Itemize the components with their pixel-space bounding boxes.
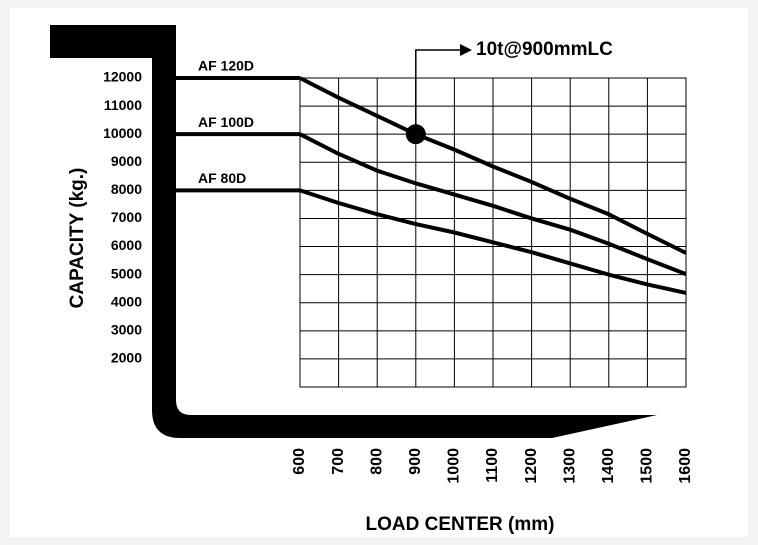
x-tick-label: 1000	[446, 448, 463, 484]
y-tick-label: 4000	[111, 293, 142, 309]
y-tick-label: 10000	[103, 125, 142, 141]
chart: CAPACITY (kg.) LOAD CENTER (mm) 2000 3000…	[0, 0, 758, 545]
x-tick-label: 1400	[600, 448, 617, 484]
y-tick-label: 3000	[111, 322, 142, 338]
annotation-text: 10t@900mmLC	[476, 39, 613, 60]
y-axis-title: CAPACITY (kg.)	[67, 168, 88, 309]
y-tick-label: 7000	[111, 209, 142, 225]
series-label: AF 120D	[198, 58, 254, 74]
x-tick-label: 800	[368, 448, 385, 475]
x-tick-label: 1300	[561, 448, 578, 484]
y-tick-label: 11000	[104, 97, 142, 113]
y-tick-label: 12000	[103, 69, 142, 85]
x-tick-label: 1600	[677, 448, 694, 484]
series-label: AF 100D	[198, 114, 254, 130]
x-tick-label: 1200	[523, 448, 540, 484]
y-tick-label: 9000	[111, 153, 142, 169]
y-tick-label: 5000	[111, 265, 142, 281]
x-tick-label: 1100	[484, 448, 501, 483]
x-tick-label: 700	[330, 448, 347, 475]
x-tick-label: 900	[407, 448, 424, 475]
series-label: AF 80D	[198, 170, 246, 186]
x-tick-label: 1500	[639, 448, 656, 484]
y-tick-label: 8000	[111, 181, 142, 197]
y-tick-label: 2000	[111, 350, 142, 366]
x-axis-title: LOAD CENTER (mm)	[366, 514, 555, 535]
x-tick-label: 600	[291, 448, 308, 475]
y-tick-label: 6000	[111, 237, 142, 253]
